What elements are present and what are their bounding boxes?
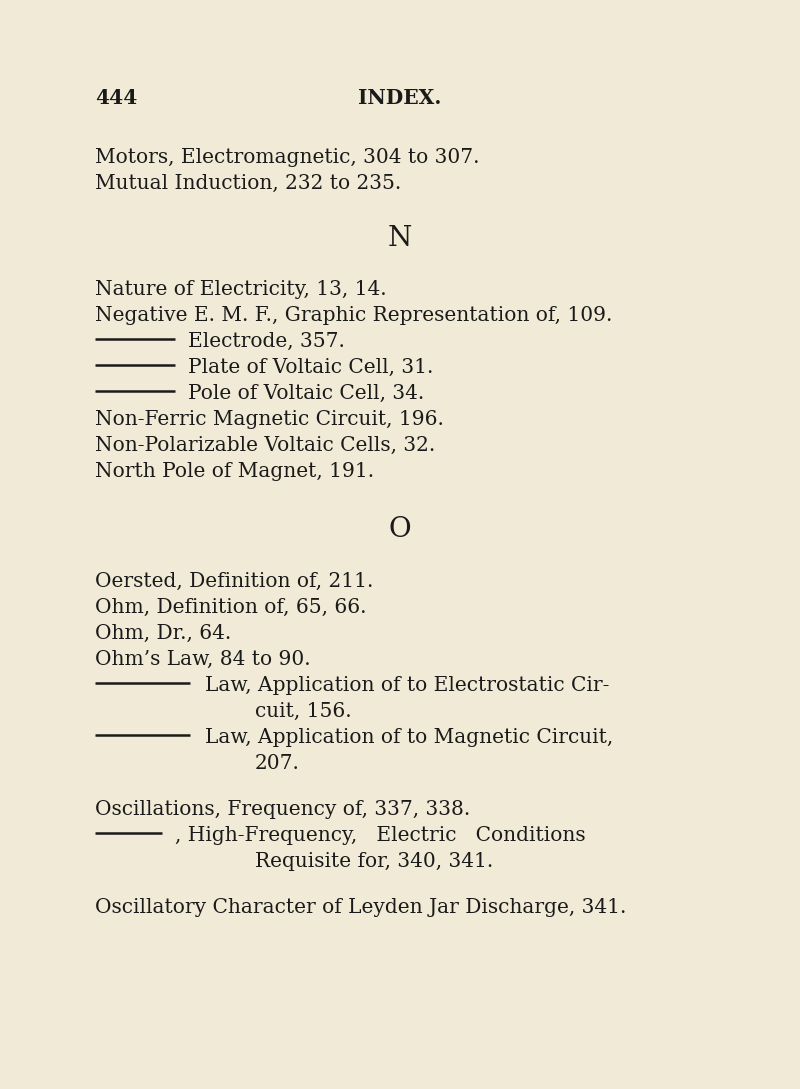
Text: Pole of Voltaic Cell, 34.: Pole of Voltaic Cell, 34.	[188, 384, 424, 403]
Text: Requisite for, 340, 341.: Requisite for, 340, 341.	[255, 852, 494, 871]
Text: Ohm’s Law, 84 to 90.: Ohm’s Law, 84 to 90.	[95, 650, 310, 669]
Text: Plate of Voltaic Cell, 31.: Plate of Voltaic Cell, 31.	[188, 358, 434, 377]
Text: Law, Application of to Magnetic Circuit,: Law, Application of to Magnetic Circuit,	[205, 729, 614, 747]
Text: cuit, 156.: cuit, 156.	[255, 702, 352, 721]
Text: Ohm, Dr., 64.: Ohm, Dr., 64.	[95, 624, 231, 643]
Text: Oscillatory Character of Leyden Jar Discharge, 341.: Oscillatory Character of Leyden Jar Disc…	[95, 898, 626, 917]
Text: Non-Ferric Magnetic Circuit, 196.: Non-Ferric Magnetic Circuit, 196.	[95, 409, 444, 429]
Text: O: O	[389, 516, 411, 543]
Text: N: N	[388, 225, 412, 252]
Text: INDEX.: INDEX.	[358, 88, 442, 108]
Text: Negative E. M. F., Graphic Representation of, 109.: Negative E. M. F., Graphic Representatio…	[95, 306, 612, 325]
Text: Non-Polarizable Voltaic Cells, 32.: Non-Polarizable Voltaic Cells, 32.	[95, 436, 435, 455]
Text: Motors, Electromagnetic, 304 to 307.: Motors, Electromagnetic, 304 to 307.	[95, 148, 479, 167]
Text: Mutual Induction, 232 to 235.: Mutual Induction, 232 to 235.	[95, 174, 402, 193]
Text: Oscillations, Frequency of, 337, 338.: Oscillations, Frequency of, 337, 338.	[95, 800, 470, 819]
Text: Oersted, Definition of, 211.: Oersted, Definition of, 211.	[95, 572, 374, 591]
Text: 207.: 207.	[255, 754, 300, 773]
Text: Nature of Electricity, 13, 14.: Nature of Electricity, 13, 14.	[95, 280, 386, 299]
Text: 444: 444	[95, 88, 138, 108]
Text: Ohm, Definition of, 65, 66.: Ohm, Definition of, 65, 66.	[95, 598, 366, 617]
Text: , High-Frequency,   Electric   Conditions: , High-Frequency, Electric Conditions	[175, 825, 586, 845]
Text: Electrode, 357.: Electrode, 357.	[188, 332, 345, 351]
Text: Law, Application of to Electrostatic Cir-: Law, Application of to Electrostatic Cir…	[205, 676, 610, 695]
Text: North Pole of Magnet, 191.: North Pole of Magnet, 191.	[95, 462, 374, 481]
